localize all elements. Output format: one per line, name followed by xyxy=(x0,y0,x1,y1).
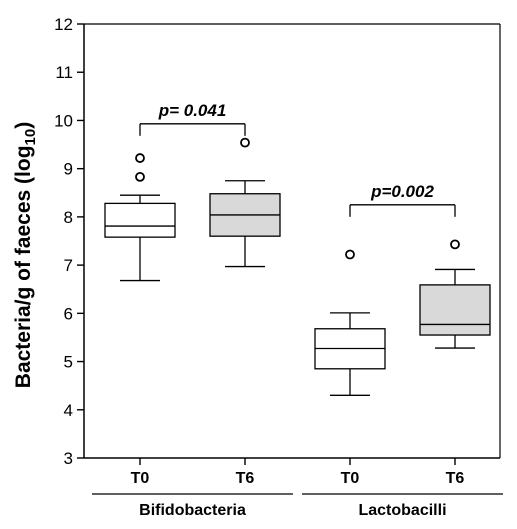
x-tick-label: T0 xyxy=(341,470,360,487)
outlier-point xyxy=(345,249,355,260)
y-axis-label-main: Bacteria/g of faeces (log xyxy=(12,145,35,388)
x-tick-label: T6 xyxy=(236,470,255,487)
y-tick-label: 12 xyxy=(54,15,73,34)
y-axis-label-close: ) xyxy=(12,122,35,129)
y-tick-label: 10 xyxy=(54,111,73,130)
y-tick-label: 3 xyxy=(64,449,73,468)
axes-group: 3 4 5 6 7 8 9 10 11 12 T0 T6 T0 T6 Bifidobacteria Lacto… xyxy=(54,15,503,519)
y-axis-label: Bacteria/g of faeces (log10) xyxy=(12,122,39,388)
outlier-point xyxy=(135,171,145,182)
box-body xyxy=(104,202,176,238)
box-1 xyxy=(104,153,176,282)
x-tick-label: T6 xyxy=(446,470,465,487)
outlier-point xyxy=(240,137,250,148)
y-axis-label-subscript: 10 xyxy=(22,129,39,146)
group-label: Bifidobacteria xyxy=(139,502,246,519)
box-3 xyxy=(314,249,386,396)
p-value-label: p= 0.041 xyxy=(158,101,227,120)
significance-bracket: p= 0.041 xyxy=(139,101,246,136)
y-tick-label: 5 xyxy=(64,353,73,372)
y-tick-label: 6 xyxy=(64,304,73,323)
boxes-group xyxy=(104,137,491,396)
box-body xyxy=(419,284,491,336)
y-tick-label: 4 xyxy=(64,401,73,420)
p-value-label: p=0.002 xyxy=(370,182,434,201)
outlier-point xyxy=(450,239,460,250)
box-4 xyxy=(419,239,491,349)
annotations-group: p= 0.041 p=0.002 xyxy=(139,101,456,217)
significance-bracket: p=0.002 xyxy=(349,182,456,217)
y-tick-label: 11 xyxy=(55,63,73,82)
x-tick-label: T0 xyxy=(131,470,150,487)
y-tick-label: 7 xyxy=(64,256,73,275)
y-tick-label: 8 xyxy=(64,208,73,227)
group-label: Lactobacilli xyxy=(358,502,446,519)
box-2 xyxy=(209,137,281,268)
y-tick-label: 9 xyxy=(64,160,73,179)
outlier-point xyxy=(135,153,145,163)
